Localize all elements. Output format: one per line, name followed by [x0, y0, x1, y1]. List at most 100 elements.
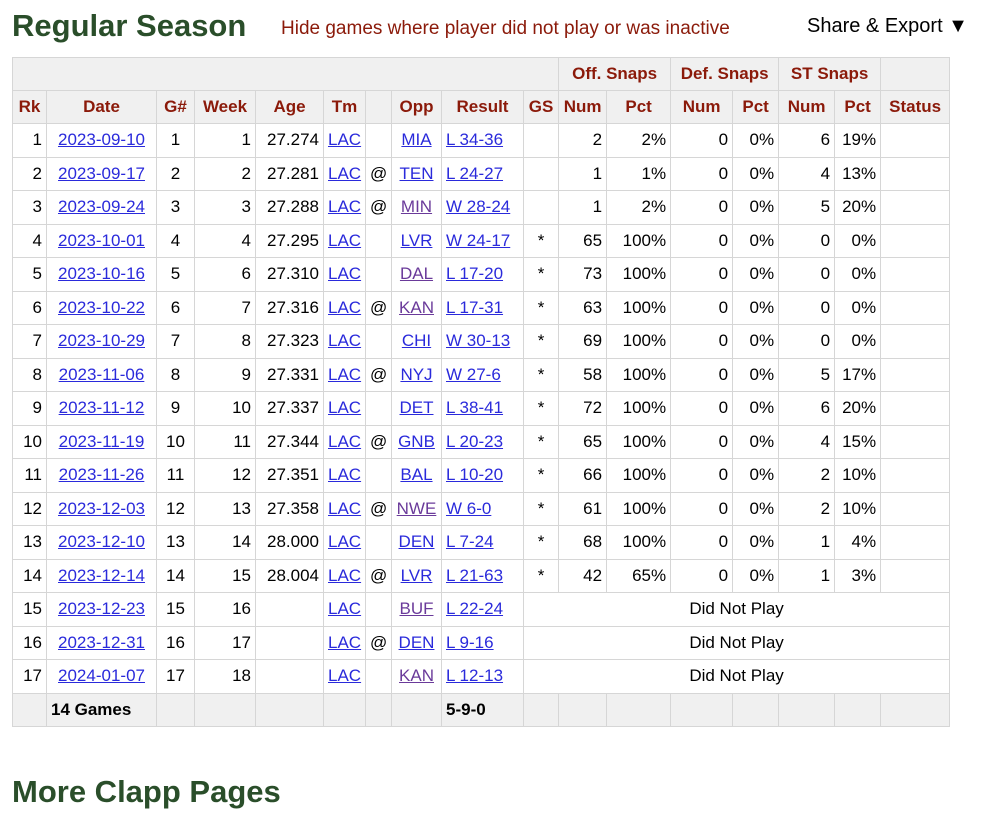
opponent-link[interactable]: CHI: [401, 331, 432, 351]
column-header-games-started[interactable]: GS: [522, 90, 560, 124]
result-link[interactable]: W 6-0: [446, 498, 492, 518]
column-header-home-away[interactable]: [365, 90, 392, 124]
column-header-game-num[interactable]: G#: [156, 90, 195, 124]
column-header-status[interactable]: Status: [880, 90, 951, 124]
game-date-link[interactable]: 2023-10-22: [58, 297, 145, 317]
column-header-opponent[interactable]: Opp: [391, 90, 442, 124]
game-date-link[interactable]: 2023-12-31: [58, 632, 145, 652]
team-link[interactable]: LAC: [328, 565, 362, 585]
result-link[interactable]: L 22-24: [446, 599, 504, 619]
column-header-age[interactable]: Age: [255, 90, 324, 124]
team-link[interactable]: LAC: [328, 465, 362, 485]
game-date-link[interactable]: 2023-09-24: [58, 197, 145, 217]
opponent-link[interactable]: DET: [399, 398, 434, 418]
opponent-link[interactable]: TEN: [399, 163, 434, 183]
result-link[interactable]: W 30-13: [446, 331, 511, 351]
st-snaps-num-cell: 0: [778, 324, 836, 359]
column-header-team[interactable]: Tm: [323, 90, 366, 124]
game-date-link[interactable]: 2024-01-07: [58, 666, 145, 686]
share-export-menu[interactable]: Share & Export ▼: [807, 15, 968, 37]
result-link[interactable]: W 28-24: [446, 197, 511, 217]
game-date-link[interactable]: 2023-10-01: [58, 230, 145, 250]
team-link[interactable]: LAC: [328, 532, 362, 552]
result-link[interactable]: W 24-17: [446, 230, 511, 250]
result-link[interactable]: L 10-20: [446, 465, 504, 485]
opponent-link[interactable]: NWE: [396, 498, 437, 518]
st-snaps-pct-cell: 10%: [834, 458, 882, 493]
opponent-link[interactable]: GNB: [398, 431, 435, 451]
column-header-off-pct[interactable]: Pct: [606, 90, 672, 124]
result-link[interactable]: L 38-41: [446, 398, 504, 418]
team-link[interactable]: LAC: [328, 498, 362, 518]
opponent-link[interactable]: DEN: [398, 632, 435, 652]
game-date-link[interactable]: 2023-09-17: [58, 163, 145, 183]
game-date-link[interactable]: 2023-11-19: [58, 431, 145, 451]
team-link[interactable]: LAC: [328, 431, 362, 451]
week-cell: 6: [194, 257, 256, 292]
team-link[interactable]: LAC: [328, 297, 362, 317]
game-date-link[interactable]: 2023-12-03: [58, 498, 145, 518]
game-date-link[interactable]: 2023-11-06: [58, 364, 145, 384]
result-link[interactable]: L 34-36: [446, 130, 504, 150]
team-link[interactable]: LAC: [328, 331, 362, 351]
game-date-link[interactable]: 2023-12-23: [58, 599, 145, 619]
column-header-st-pct[interactable]: Pct: [834, 90, 882, 124]
game-date-link[interactable]: 2023-12-14: [58, 565, 145, 585]
team-link[interactable]: LAC: [328, 364, 362, 384]
group-header-blank: [11, 57, 560, 91]
team-link[interactable]: LAC: [328, 230, 362, 250]
game-date-link[interactable]: 2023-10-29: [58, 331, 145, 351]
column-header-st-num[interactable]: Num: [778, 90, 836, 124]
result-link[interactable]: L 12-13: [446, 666, 504, 686]
age-cell: 27.337: [255, 391, 324, 426]
opponent-link[interactable]: KAN: [399, 297, 434, 317]
opponent-link[interactable]: DAL: [399, 264, 434, 284]
team-cell: LAC: [323, 156, 366, 191]
result-link[interactable]: L 21-63: [446, 565, 504, 585]
result-link[interactable]: L 7-24: [446, 532, 494, 552]
team-link[interactable]: LAC: [328, 197, 362, 217]
opponent-link[interactable]: BAL: [400, 465, 433, 485]
opponent-link[interactable]: MIN: [400, 197, 433, 217]
column-header-date[interactable]: Date: [46, 90, 157, 124]
game-date-link[interactable]: 2023-10-16: [58, 264, 145, 284]
opponent-link[interactable]: KAN: [399, 666, 434, 686]
game-date-link[interactable]: 2023-11-12: [58, 398, 145, 418]
opponent-link[interactable]: NYJ: [400, 364, 433, 384]
result-link[interactable]: L 17-31: [446, 297, 504, 317]
week-cell: 12: [194, 458, 256, 493]
opponent-link[interactable]: BUF: [399, 599, 434, 619]
hide-inactive-games-link[interactable]: Hide games where player did not play or …: [281, 18, 730, 39]
team-link[interactable]: LAC: [328, 264, 362, 284]
team-link[interactable]: LAC: [328, 130, 362, 150]
column-header-off-num[interactable]: Num: [558, 90, 608, 124]
rank-cell: 15: [12, 592, 47, 627]
game-date-link[interactable]: 2023-12-10: [58, 532, 145, 552]
opponent-link[interactable]: MIA: [401, 130, 432, 150]
result-link[interactable]: W 27-6: [446, 364, 501, 384]
opponent-link[interactable]: DEN: [398, 532, 435, 552]
team-link[interactable]: LAC: [328, 599, 362, 619]
result-cell: W 27-6: [441, 357, 524, 392]
team-link[interactable]: LAC: [328, 666, 362, 686]
team-link[interactable]: LAC: [328, 398, 362, 418]
def-snaps-num-cell: 0: [670, 458, 734, 493]
team-link[interactable]: LAC: [328, 632, 362, 652]
game-date-link[interactable]: 2023-09-10: [58, 130, 145, 150]
result-link[interactable]: L 9-16: [446, 632, 494, 652]
column-header-week[interactable]: Week: [194, 90, 256, 124]
game-date-link[interactable]: 2023-11-26: [58, 465, 145, 485]
opponent-cell: DEN: [391, 525, 442, 560]
opponent-link[interactable]: LVR: [400, 565, 433, 585]
column-header-def-num[interactable]: Num: [670, 90, 734, 124]
column-header-result[interactable]: Result: [441, 90, 524, 124]
status-cell: [880, 257, 951, 292]
column-header-def-pct[interactable]: Pct: [732, 90, 780, 124]
column-header-rank[interactable]: Rk: [12, 90, 47, 124]
result-link[interactable]: L 20-23: [446, 431, 504, 451]
off-snaps-num-cell: 65: [558, 223, 608, 258]
result-link[interactable]: L 24-27: [446, 163, 504, 183]
result-link[interactable]: L 17-20: [446, 264, 504, 284]
team-link[interactable]: LAC: [328, 163, 362, 183]
opponent-link[interactable]: LVR: [400, 230, 433, 250]
